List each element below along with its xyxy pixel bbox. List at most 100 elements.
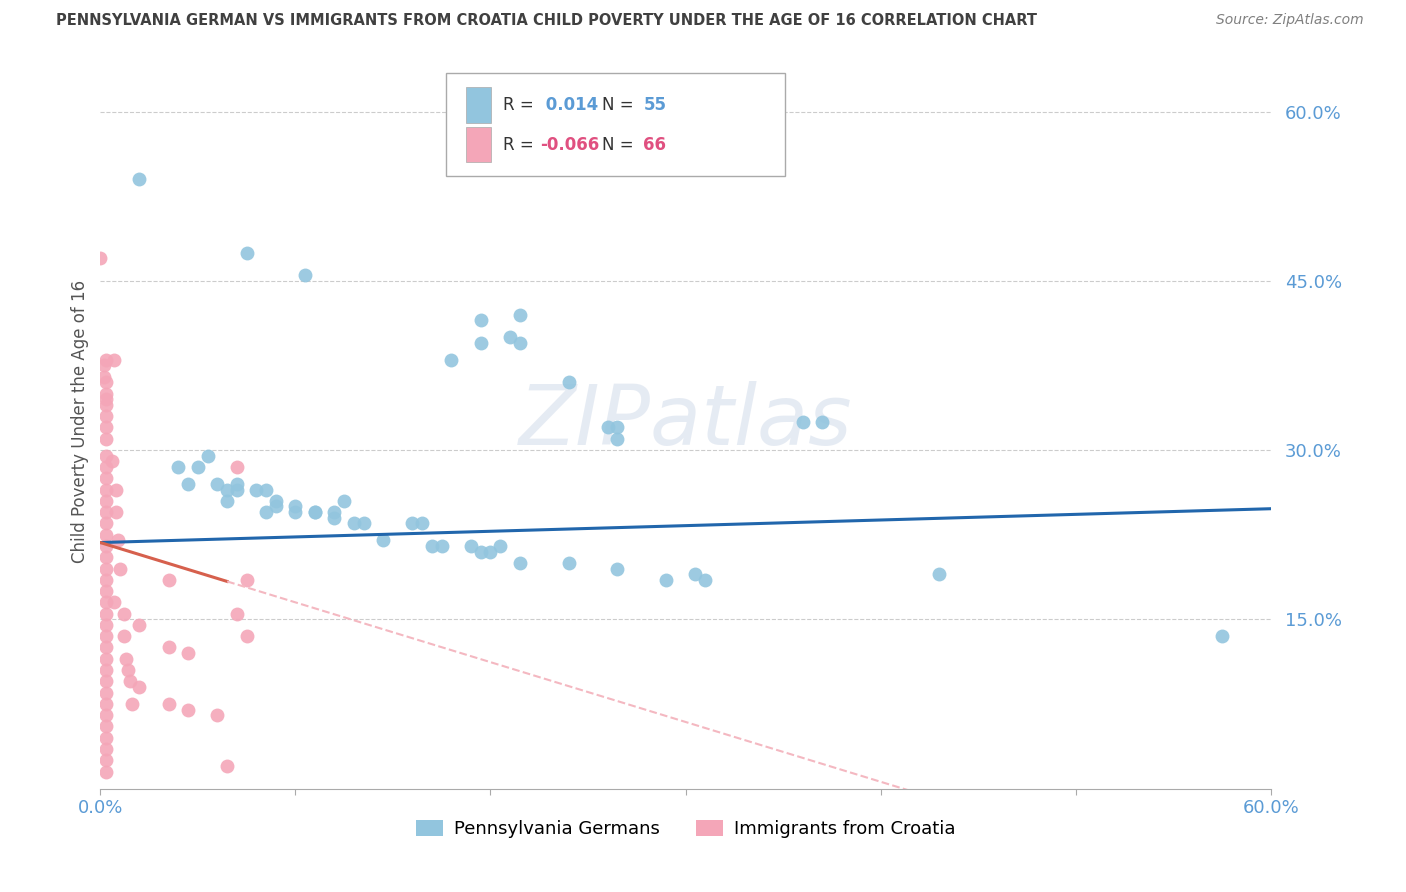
Point xyxy=(177,702,200,716)
Point xyxy=(96,505,118,519)
Point xyxy=(693,573,716,587)
Point xyxy=(96,640,118,655)
Point xyxy=(373,533,395,548)
Point xyxy=(96,561,118,575)
Point xyxy=(606,420,628,434)
Point xyxy=(128,172,150,186)
Point xyxy=(792,415,814,429)
Point xyxy=(101,454,124,468)
Text: R =: R = xyxy=(503,136,538,153)
Point xyxy=(177,646,200,660)
Point xyxy=(343,516,366,531)
Text: 55: 55 xyxy=(644,96,666,114)
Point xyxy=(304,505,326,519)
Point xyxy=(225,483,247,497)
Text: N =: N = xyxy=(602,136,640,153)
Point xyxy=(96,398,118,412)
Point xyxy=(207,708,229,723)
Point xyxy=(89,251,111,265)
Point xyxy=(197,449,219,463)
Text: N =: N = xyxy=(602,96,640,114)
Point xyxy=(103,352,125,367)
Point xyxy=(96,753,118,767)
Point xyxy=(96,471,118,485)
Point xyxy=(284,505,307,519)
Point xyxy=(157,640,180,655)
FancyBboxPatch shape xyxy=(446,73,785,176)
Point xyxy=(167,460,190,475)
Point xyxy=(157,573,180,587)
Point xyxy=(460,539,482,553)
Point xyxy=(655,573,678,587)
Text: PENNSYLVANIA GERMAN VS IMMIGRANTS FROM CROATIA CHILD POVERTY UNDER THE AGE OF 16: PENNSYLVANIA GERMAN VS IMMIGRANTS FROM C… xyxy=(56,13,1038,29)
Point xyxy=(479,544,502,558)
Y-axis label: Child Poverty Under the Age of 16: Child Poverty Under the Age of 16 xyxy=(72,280,89,564)
Point xyxy=(254,505,277,519)
Point xyxy=(96,629,118,643)
FancyBboxPatch shape xyxy=(465,127,491,162)
Point xyxy=(928,567,950,582)
Point xyxy=(96,731,118,745)
Point xyxy=(96,516,118,531)
Point xyxy=(557,556,579,570)
Point xyxy=(353,516,375,531)
Point xyxy=(114,652,136,666)
Point xyxy=(103,595,125,609)
Point xyxy=(96,409,118,424)
Point xyxy=(177,476,200,491)
Point xyxy=(509,556,531,570)
Point xyxy=(470,335,492,350)
Point xyxy=(509,308,531,322)
Point xyxy=(96,618,118,632)
Point xyxy=(245,483,267,497)
Point xyxy=(157,697,180,711)
Point xyxy=(107,533,129,548)
Point xyxy=(596,420,619,434)
Point xyxy=(93,369,115,384)
Point xyxy=(187,460,209,475)
Point xyxy=(96,573,118,587)
Point xyxy=(430,539,453,553)
Point xyxy=(489,539,512,553)
Point xyxy=(96,595,118,609)
Legend: Pennsylvania Germans, Immigrants from Croatia: Pennsylvania Germans, Immigrants from Cr… xyxy=(409,813,963,846)
Point xyxy=(811,415,834,429)
Point xyxy=(104,483,127,497)
Point xyxy=(96,460,118,475)
Text: -0.066: -0.066 xyxy=(540,136,600,153)
Text: 66: 66 xyxy=(644,136,666,153)
Point xyxy=(284,500,307,514)
Point xyxy=(96,392,118,407)
Point xyxy=(235,629,257,643)
Point xyxy=(264,493,287,508)
FancyBboxPatch shape xyxy=(465,87,491,122)
Point xyxy=(96,584,118,599)
Point xyxy=(96,432,118,446)
Point xyxy=(1211,629,1233,643)
Text: ZIPatlas: ZIPatlas xyxy=(519,382,852,462)
Point xyxy=(225,460,247,475)
Point xyxy=(96,764,118,779)
Point xyxy=(96,674,118,689)
Point xyxy=(128,618,150,632)
Point xyxy=(217,483,239,497)
Point xyxy=(96,719,118,733)
Point xyxy=(96,376,118,390)
Point xyxy=(96,742,118,756)
Point xyxy=(304,505,326,519)
Point xyxy=(294,268,316,282)
Point xyxy=(104,505,127,519)
Point xyxy=(96,708,118,723)
Point xyxy=(96,663,118,677)
Point xyxy=(499,330,522,344)
Point xyxy=(235,573,257,587)
Point xyxy=(96,449,118,463)
Point xyxy=(118,674,141,689)
Point xyxy=(96,420,118,434)
Point xyxy=(112,607,135,621)
Point xyxy=(470,313,492,327)
Point xyxy=(217,759,239,773)
Point xyxy=(470,544,492,558)
Point xyxy=(235,245,257,260)
Point xyxy=(117,663,139,677)
